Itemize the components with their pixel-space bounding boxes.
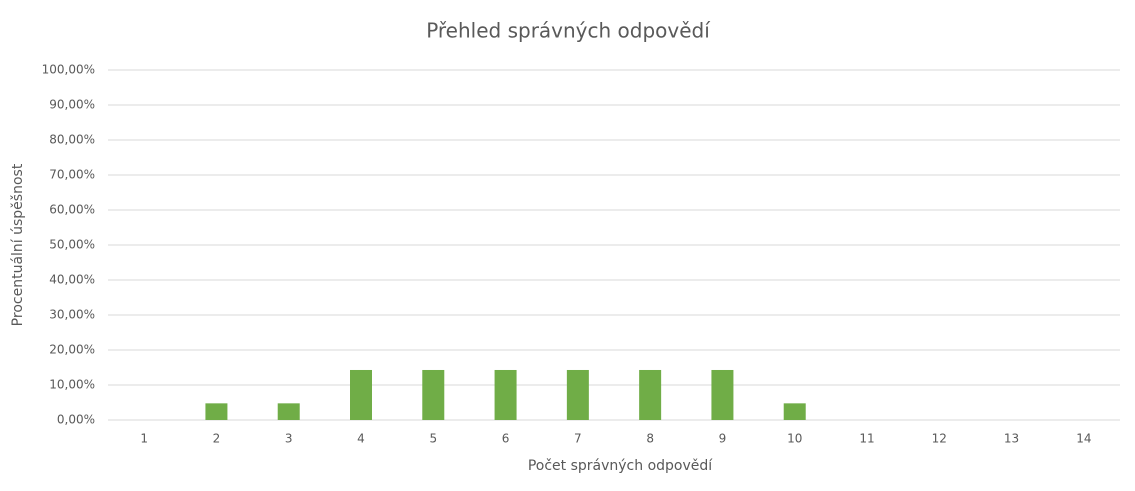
y-tick-label: 0,00% [57,413,95,427]
bar [422,369,445,420]
x-axis-label: Počet správných odpovědí [528,458,713,474]
bar [783,403,806,420]
y-tick-label: 30,00% [49,308,95,322]
chart-title: Přehled správných odpovědí [426,19,711,43]
bar [639,369,662,420]
x-tick-label: 2 [213,432,221,446]
y-axis-label: Procentuální úspěšnost [10,163,26,326]
x-tick-label: 6 [502,432,510,446]
bar [277,403,300,420]
y-tick-label: 90,00% [49,98,95,112]
bar [350,369,372,420]
bar [205,403,228,420]
x-tick-label: 14 [1076,432,1091,446]
x-tick-label: 12 [932,432,947,446]
x-tick-label: 1 [140,432,148,446]
y-tick-label: 10,00% [49,378,95,392]
y-tick-label: 80,00% [49,133,95,147]
bar [711,369,734,420]
y-tick-label: 50,00% [49,238,95,252]
y-tick-label: 60,00% [49,203,95,217]
x-tick-label: 10 [787,432,802,446]
bar [566,369,589,420]
y-tick-label: 100,00% [42,63,95,77]
x-tick-label: 7 [574,432,582,446]
x-tick-label: 9 [719,432,727,446]
x-tick-label: 4 [357,432,365,446]
bar [494,369,517,420]
y-tick-label: 20,00% [49,343,95,357]
x-tick-label: 5 [429,432,437,446]
x-tick-label: 11 [859,432,874,446]
y-tick-label: 40,00% [49,273,95,287]
y-tick-label: 70,00% [49,168,95,182]
x-tick-label: 8 [646,432,654,446]
x-tick-label: 3 [285,432,293,446]
x-tick-label: 13 [1004,432,1019,446]
